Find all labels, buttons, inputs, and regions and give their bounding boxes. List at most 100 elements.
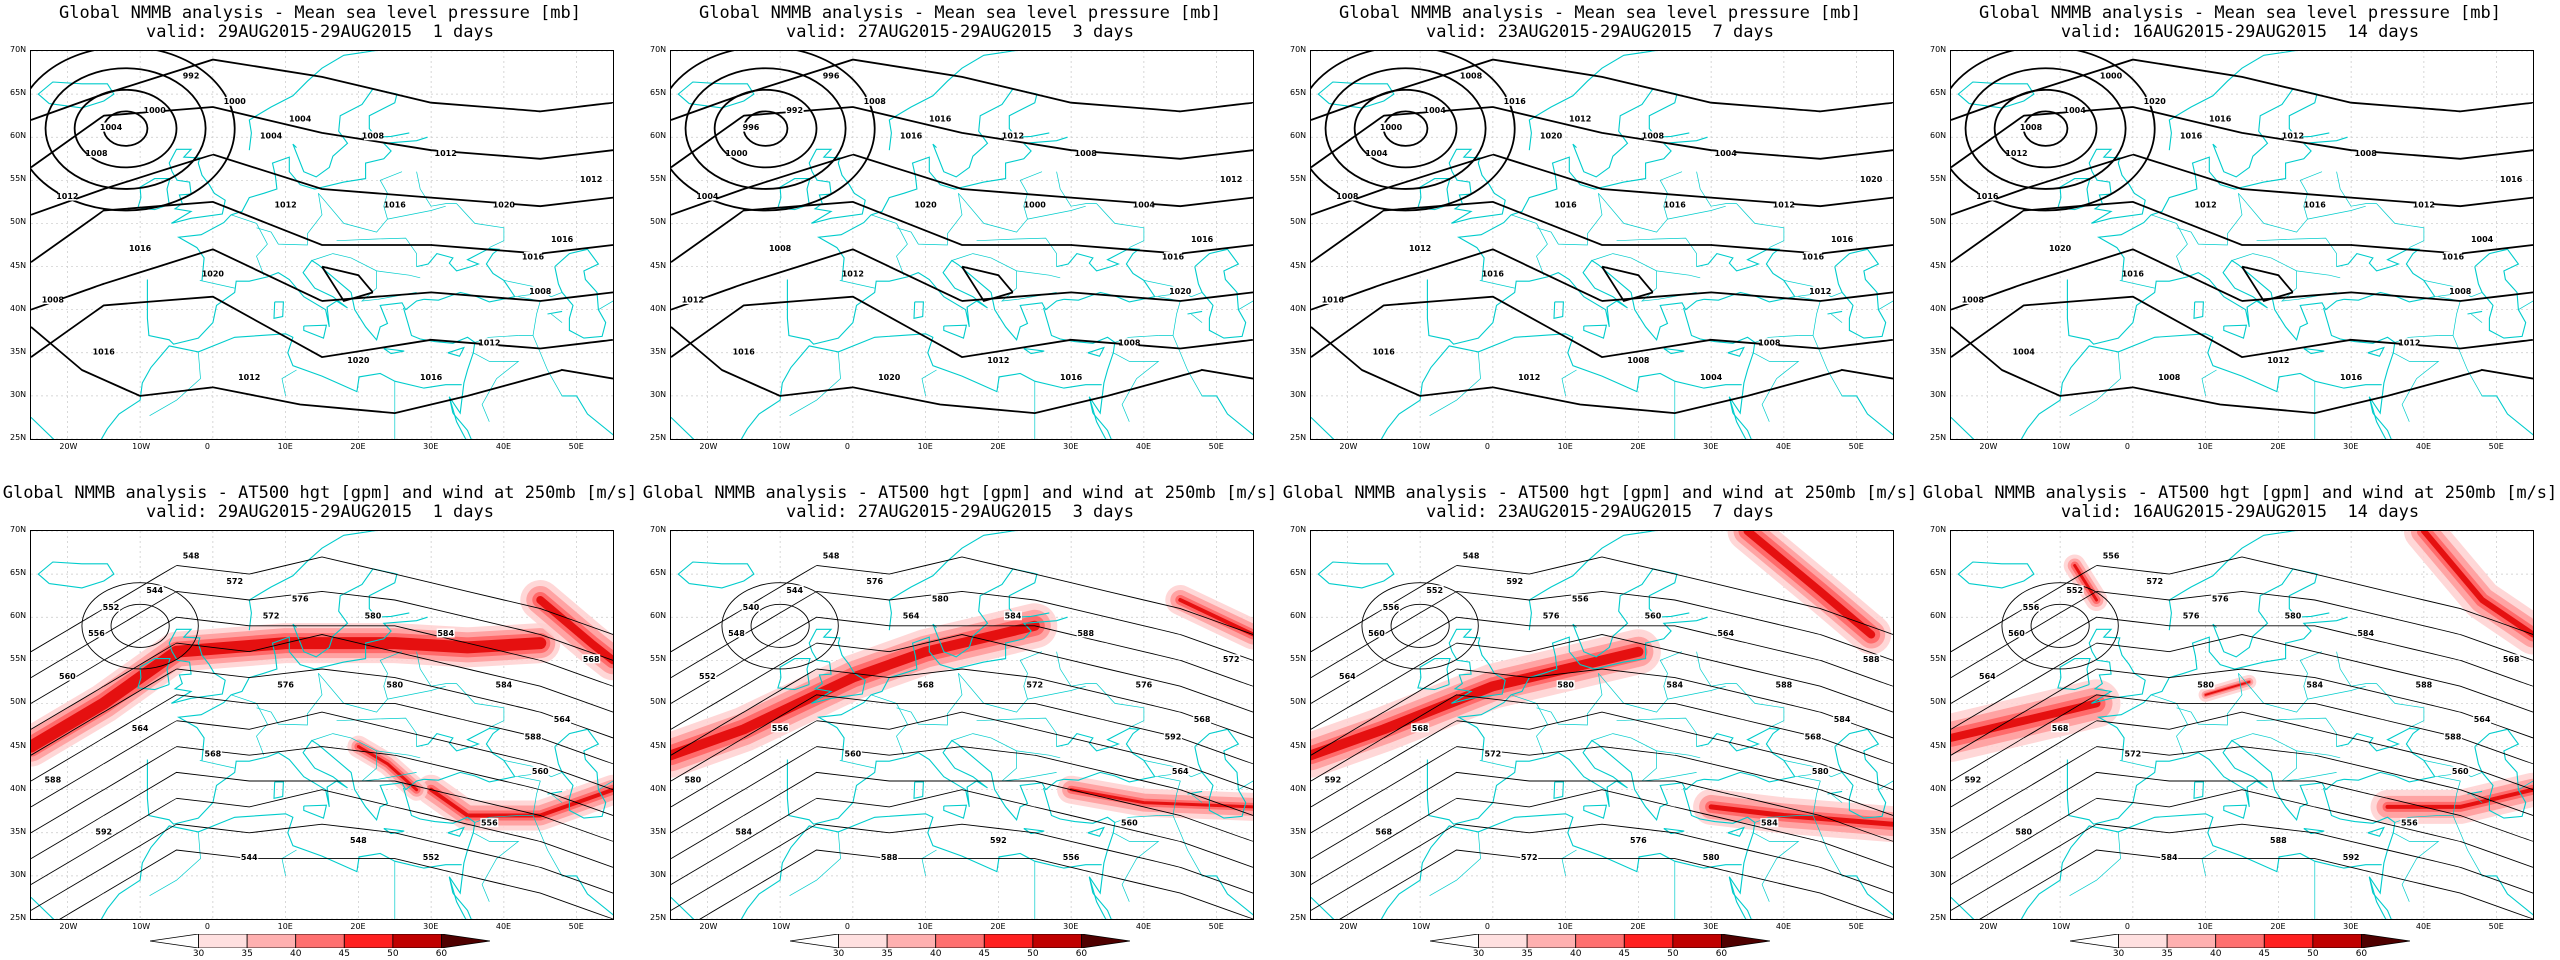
contour-line: [2241, 265, 2294, 302]
svg-text:584: 584: [496, 681, 513, 690]
country-border: [1561, 849, 1577, 876]
svg-text:572: 572: [226, 577, 243, 586]
latitude-tick-label: 50N: [1930, 217, 1947, 227]
contour-label: 580: [2014, 826, 2033, 836]
svg-text:592: 592: [95, 827, 112, 836]
coastline: [383, 827, 405, 835]
latitude-tick-label: 55N: [650, 174, 667, 184]
contour-label: 564: [902, 611, 921, 621]
svg-text:560: 560: [1645, 612, 1662, 621]
country-border: [2351, 683, 2425, 728]
coastline: [1088, 876, 1107, 919]
latitude-tick-label: 25N: [10, 913, 27, 922]
contour-line: [1951, 326, 2533, 415]
longitude-tick-label: 20E: [990, 922, 1006, 931]
country-border: [1878, 780, 1893, 791]
coastline: [932, 88, 1050, 178]
country-border: [2470, 313, 2483, 323]
longitude-tick-label: 10W: [2052, 922, 2071, 931]
longitude-tick-label: 10E: [2197, 922, 2213, 931]
contour-label: 572: [1520, 852, 1539, 862]
contour-line: [1951, 295, 2533, 359]
jet-wind-shading: [2385, 787, 2533, 809]
colorbar-segment: [1672, 934, 1722, 948]
coastline: [2223, 324, 2248, 339]
contour-label: 1016: [929, 113, 952, 123]
coastline: [2482, 875, 2533, 916]
svg-text:556: 556: [2401, 819, 2418, 828]
latitude-tick-label: 70N: [1290, 45, 1307, 54]
country-border: [1172, 335, 1203, 397]
contour-label: 572: [2145, 576, 2164, 586]
longitude-tick-label: 50E: [568, 442, 584, 451]
longitude-tick-label: 30E: [1703, 442, 1719, 451]
contour-label: 568: [1193, 714, 1212, 724]
svg-text:544: 544: [241, 853, 258, 862]
coastline: [176, 616, 428, 761]
contour-line: [671, 248, 1253, 311]
svg-text:1012: 1012: [2005, 149, 2027, 158]
svg-text:996: 996: [743, 123, 760, 132]
svg-text:1012: 1012: [435, 149, 457, 158]
country-border: [2336, 651, 2352, 687]
contour-label: 1000: [1024, 200, 1046, 210]
svg-text:1012: 1012: [842, 270, 864, 279]
svg-text:568: 568: [2052, 724, 2069, 733]
coastline: [2474, 248, 2527, 339]
longitude-tick-label: 10E: [277, 442, 293, 451]
contour-label: 576: [1629, 835, 1648, 845]
coastline: [888, 51, 1017, 151]
contour-line: [1311, 295, 1893, 359]
country-border: [2296, 750, 2341, 759]
coastline: [303, 324, 328, 339]
colorbar-segment: [935, 934, 985, 948]
svg-text:592: 592: [1165, 732, 1182, 741]
colorbar-segment: [2263, 934, 2314, 948]
longitude-tick-label: 0: [1484, 442, 1490, 451]
country-border: [1830, 793, 1843, 803]
latitude-tick-label: 60N: [1930, 611, 1947, 621]
coastline: [2303, 347, 2325, 355]
svg-text:1016: 1016: [900, 132, 923, 141]
contour-label: 1012: [1518, 372, 1540, 382]
coastline: [2066, 259, 2345, 345]
longitude-tick-label: 0: [1484, 922, 1490, 931]
contour-line: [1311, 789, 1893, 885]
contour-label: 1012: [580, 174, 602, 184]
coastline: [943, 804, 968, 819]
contour-label: 1016: [1162, 251, 1185, 261]
contour-line: [1951, 711, 2533, 808]
country-border: [1016, 270, 1061, 279]
coastline: [452, 412, 472, 439]
contour-label: 592: [94, 826, 113, 836]
country-border: [550, 313, 563, 323]
svg-text:1016: 1016: [93, 347, 116, 356]
contour-label: 572: [262, 611, 281, 621]
contour-label: 584: [436, 628, 455, 638]
country-border: [1561, 369, 1577, 396]
svg-text:544: 544: [146, 586, 163, 595]
latitude-tick-label: 50N: [1290, 217, 1307, 227]
map-area: 1000 1004 1008 1012 1016 1020 1016 1016 1012 1016…: [1950, 50, 2534, 440]
contour-label: 1008: [1642, 131, 1664, 141]
coastline: [1663, 347, 1685, 355]
contour-label: 996: [822, 70, 841, 80]
country-border: [958, 171, 1043, 233]
contour-line: [44, 67, 207, 190]
contour-line: [1951, 51, 2156, 212]
contour-line: [671, 771, 1253, 859]
contour-label: 1016: [1482, 269, 1504, 279]
svg-text:568: 568: [205, 750, 222, 759]
contour-label: 1020: [2144, 96, 2166, 106]
contour-label: 1016: [2209, 113, 2232, 123]
svg-text:1016: 1016: [1976, 192, 1999, 201]
country-border: [2238, 651, 2323, 713]
contour-line: [31, 823, 613, 911]
country-border: [2150, 214, 2188, 276]
longitude-tick-label: 30E: [1063, 442, 1079, 451]
contour-label: 1020: [493, 200, 515, 210]
contour-line: [31, 711, 613, 808]
contour-label: 588: [2269, 835, 2288, 845]
contour-label: 572: [225, 576, 244, 586]
country-border: [2438, 296, 2461, 336]
